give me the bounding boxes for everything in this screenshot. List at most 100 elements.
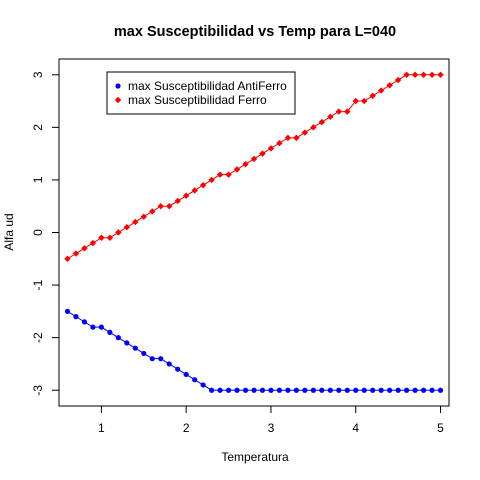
data-point <box>149 356 155 362</box>
data-point <box>123 224 131 231</box>
data-point <box>250 155 258 163</box>
legend-marker <box>114 96 122 104</box>
data-point <box>166 203 173 210</box>
data-point <box>182 192 190 199</box>
data-point <box>81 319 88 325</box>
data-point <box>200 382 206 388</box>
data-point <box>429 387 435 393</box>
series-line <box>67 310 441 391</box>
data-point <box>191 187 198 194</box>
data-point <box>259 387 266 393</box>
data-point <box>199 181 207 189</box>
data-point <box>115 335 121 341</box>
data-point <box>302 387 308 393</box>
data-point <box>183 371 189 378</box>
data-point <box>268 387 274 393</box>
data-point <box>284 134 292 142</box>
data-point <box>115 229 122 236</box>
data-point <box>361 97 368 105</box>
y-axis-label: Alfa ud <box>2 213 16 250</box>
y-tick-label: -2 <box>31 332 45 343</box>
y-tick-label: -1 <box>31 279 45 290</box>
data-point <box>124 340 130 346</box>
legend-label: max Susceptibilidad AntiFerro <box>128 79 287 93</box>
data-point <box>132 218 139 226</box>
data-point <box>395 387 401 393</box>
data-point <box>251 387 257 393</box>
x-axis-label: Temperatura <box>221 450 289 464</box>
y-tick-label: 0 <box>31 229 45 236</box>
data-point <box>437 71 444 78</box>
data-point <box>404 387 410 393</box>
data-point <box>386 82 393 89</box>
series-layer <box>64 71 444 393</box>
data-point <box>216 171 224 178</box>
series-antiferro <box>64 308 444 393</box>
data-point <box>378 387 384 393</box>
data-point <box>267 145 275 152</box>
data-point <box>377 87 385 94</box>
data-point <box>174 197 181 205</box>
data-point <box>352 97 359 105</box>
data-point <box>411 71 419 78</box>
y-tick-label: 2 <box>31 124 45 131</box>
data-point <box>234 387 240 393</box>
data-point <box>428 71 436 78</box>
chart-title: max Susceptibilidad vs Temp para L=040 <box>114 24 396 40</box>
data-point <box>208 176 215 184</box>
data-point <box>293 387 299 393</box>
data-point <box>403 71 410 78</box>
data-point <box>106 234 114 241</box>
data-point <box>166 361 172 367</box>
data-point <box>233 166 241 173</box>
data-point <box>242 160 249 168</box>
x-tick-label: 3 <box>268 421 275 435</box>
data-point <box>132 345 138 351</box>
data-point <box>72 250 80 257</box>
data-point <box>387 387 393 393</box>
data-point <box>327 113 334 121</box>
data-point <box>90 324 96 330</box>
data-point <box>98 324 104 330</box>
data-point <box>344 108 351 115</box>
legend-box <box>106 71 296 115</box>
data-point <box>242 387 249 393</box>
data-point <box>412 387 418 393</box>
data-point <box>336 387 342 393</box>
data-point <box>209 387 215 393</box>
x-tick-label: 1 <box>98 421 105 435</box>
data-point <box>157 203 164 210</box>
data-point <box>437 387 444 393</box>
data-point <box>420 387 427 393</box>
data-point <box>318 118 326 126</box>
series-ferro <box>64 71 444 262</box>
data-point <box>192 377 198 383</box>
x-tick-label: 2 <box>183 421 190 435</box>
data-point <box>420 71 427 78</box>
data-point <box>335 108 342 115</box>
data-point <box>73 314 79 320</box>
axis-layer: 1 2 3 4 5 -3 -2 -1 0 1 2 3 <box>31 71 444 435</box>
y-tick-label: 3 <box>31 71 45 78</box>
data-point <box>64 255 71 262</box>
y-tick-label: -3 <box>31 385 45 396</box>
data-point <box>175 366 181 372</box>
data-point <box>353 387 359 393</box>
y-tick-label: 1 <box>31 176 45 183</box>
data-point <box>98 234 105 241</box>
data-point <box>361 387 367 393</box>
legend-marker <box>115 83 121 89</box>
data-point <box>285 387 291 393</box>
data-point <box>259 150 266 157</box>
data-point <box>158 356 164 362</box>
data-point <box>149 208 156 215</box>
data-point <box>310 387 316 393</box>
data-point <box>107 329 113 335</box>
data-point <box>344 387 350 393</box>
data-point <box>310 124 317 131</box>
data-point <box>89 239 97 247</box>
data-point <box>225 171 232 178</box>
data-point <box>319 387 325 393</box>
